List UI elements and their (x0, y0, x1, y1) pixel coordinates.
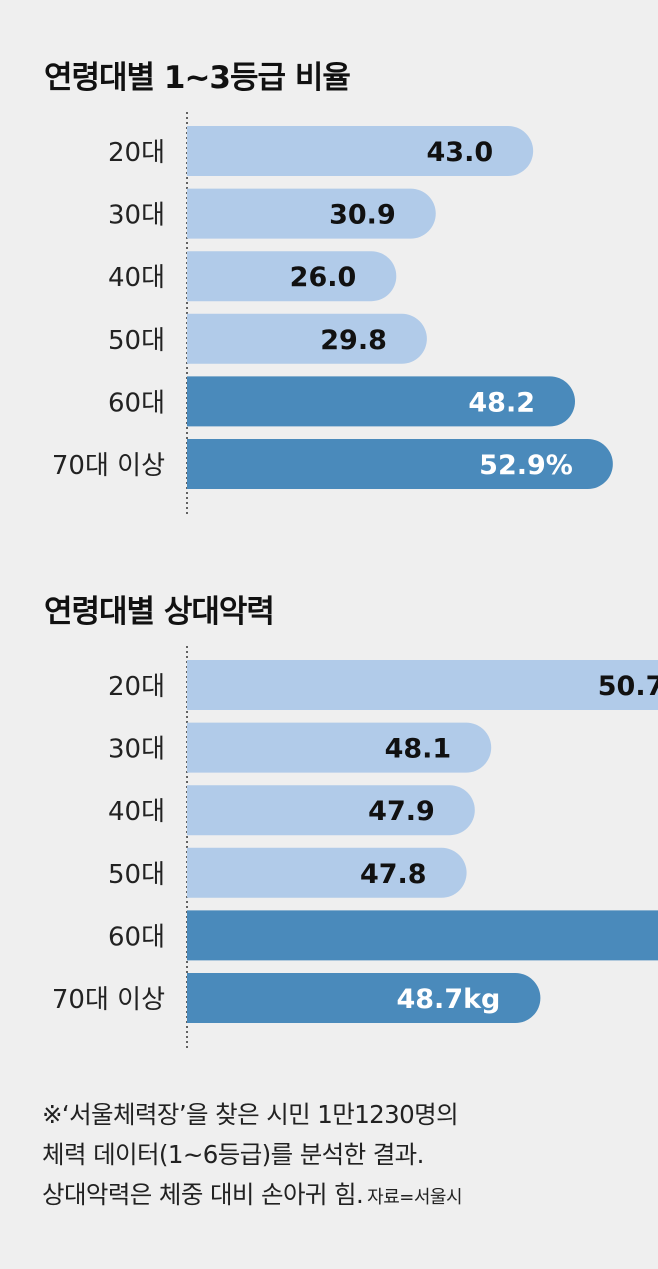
chart-1-category-label-5: 70대 이상 (52, 451, 165, 481)
footnote-line-2: 체력 데이터(1~6등급)를 분석한 결과. (42, 1140, 424, 1169)
chart-1-value-label-3: 29.8 (320, 325, 387, 356)
chart-2-category-label-1: 30대 (108, 735, 165, 765)
grade-ratio-bar-chart: 20대 43.0 30대 30.9 40대 26.0 50대 29.8 60대 48.2 70대 이… (52, 112, 613, 516)
chart-2-category-label-5: 70대 이상 (52, 985, 165, 1015)
footnote: ※‘서울체력장’을 찾은 시민 1만1230명의 체력 데이터(1~6등급)를 … (42, 1095, 642, 1218)
chart-1-category-label-2: 40대 (108, 263, 165, 293)
chart-2-bar-5 (187, 973, 541, 1023)
chart-1-value-label-2: 26.0 (290, 262, 357, 293)
chart-1-value-label-1: 30.9 (329, 200, 396, 231)
source-label: 자료=서울시 (367, 1187, 463, 1208)
chart-1-category-label-3: 50대 (108, 326, 165, 356)
chart-1-value-label-4: 48.2 (468, 387, 535, 418)
chart-1-value-label-0: 43.0 (427, 137, 494, 168)
chart-2-bar-3 (187, 847, 467, 898)
chart-2-category-label-3: 50대 (108, 860, 165, 890)
chart-1-category-label-1: 30대 (108, 201, 165, 231)
chart-2-bar-0 (187, 660, 658, 710)
chart-2-category-label-0: 20대 (108, 672, 165, 702)
chart-2-category-label-4: 60대 (108, 922, 165, 952)
chart-2-bar-4 (187, 910, 658, 961)
chart-2-value-label-2: 47.9 (368, 796, 435, 827)
chart-1-bar-3 (187, 313, 427, 364)
chart-1-title: 연령대별 1~3등급 비율 (44, 60, 351, 96)
chart-2-value-label-3: 47.8 (360, 859, 427, 890)
chart-1-bar-2 (187, 251, 397, 302)
chart-2-value-label-0: 50.7 (598, 671, 658, 702)
chart-1-category-label-0: 20대 (108, 138, 165, 168)
chart-1-bar-4 (187, 376, 576, 427)
chart-1-category-label-4: 60대 (108, 388, 165, 418)
chart-1-value-label-5: 52.9% (479, 450, 573, 481)
chart-2-bar-1 (187, 722, 492, 773)
footnote-line-3: 상대악력은 체중 대비 손아귀 힘. (42, 1180, 364, 1209)
chart-1-bar-5 (187, 439, 613, 489)
chart-1-bar-0 (187, 126, 534, 176)
chart-1-bar-1 (187, 188, 436, 239)
chart-2-value-label-5: 48.7kg (396, 984, 500, 1015)
chart-2-category-label-2: 40대 (108, 797, 165, 827)
chart-2-value-label-1: 48.1 (385, 734, 452, 765)
footnote-line-1: ※‘서울체력장’을 찾은 시민 1만1230명의 (42, 1100, 459, 1129)
chart-2-bar-2 (187, 785, 475, 836)
chart-2-title: 연령대별 상대악력 (44, 594, 275, 630)
